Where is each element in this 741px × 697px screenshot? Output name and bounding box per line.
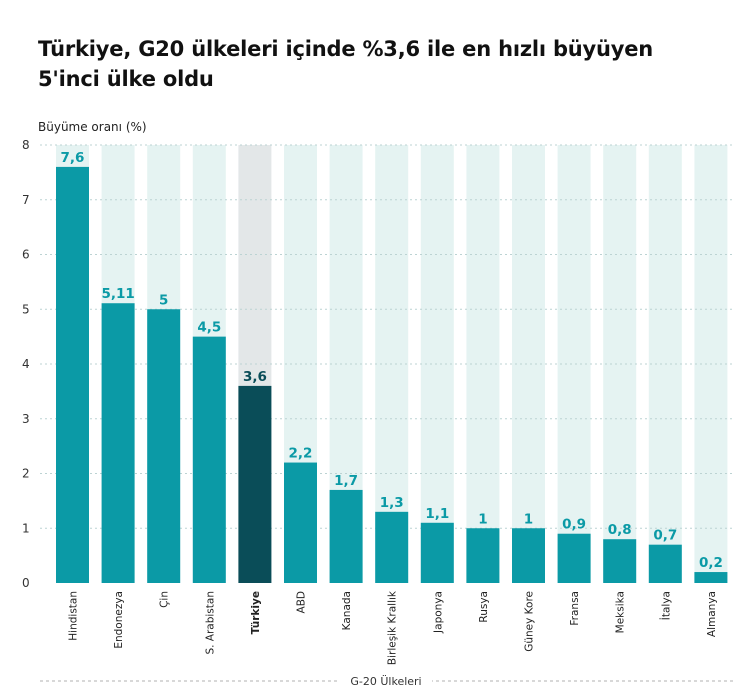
y-ticks: 0 1 2 3 4 5 6 7 8 [22,138,30,590]
category-label: Hindistan [68,591,80,641]
y-tick-label: 7 [22,193,30,207]
y-tick-label: 5 [22,302,30,316]
data-label: 0,2 [699,555,723,571]
bar [512,528,545,583]
category-label: Güney Kore [524,591,536,652]
data-label: 1 [524,511,533,527]
data-label: 0,7 [653,528,677,544]
bar [648,544,682,583]
category-label: Meksika [615,591,627,633]
y-tick-label: 3 [22,412,30,426]
data-label: 3,6 [243,369,267,385]
bar [375,511,409,583]
data-label: 5 [159,292,168,308]
chart-title: Türkiye, G20 ülkeleri içinde %3,6 ile en… [38,37,654,91]
category-label: Almanya [706,591,718,637]
category-label: Birleşik Krallık [387,590,399,665]
y-tick-label: 8 [22,138,30,152]
y-tick-label: 0 [22,576,30,590]
data-label: 1,3 [380,495,404,511]
data-label: 0,9 [562,517,586,533]
bars [56,166,728,583]
data-label: 0,8 [608,522,632,538]
value-labels: 7,6 5,11 5 4,5 3,6 2,2 1,7 1,3 1,1 1 1 0,9 0,8 0,7 0,2 [61,150,723,571]
category-label: S. Arabistan [204,591,216,655]
category-label: Türkiye [250,591,262,634]
data-label: 1 [478,511,487,527]
bar [420,522,454,583]
data-label: 5,11 [101,286,134,302]
data-label: 2,2 [289,446,313,462]
data-label: 4,5 [197,320,221,336]
data-label: 1,7 [334,473,358,489]
bar [192,336,226,583]
y-tick-label: 2 [22,467,30,481]
x-axis-label-bg [340,673,432,689]
column-background [512,145,545,583]
bar [284,462,317,583]
bar [147,309,181,583]
bar [238,385,272,583]
category-label: Japonya [432,591,444,634]
y-tick-label: 4 [22,357,30,371]
category-label: ABD [296,591,308,613]
data-label: 1,1 [425,506,449,522]
bar [694,572,728,583]
x-axis-label: G-20 Ülkeleri [350,675,421,688]
bar [56,166,89,583]
category-label: İtalya [659,591,672,620]
bar [603,539,637,583]
category-label: Rusya [478,591,490,623]
y-tick-label: 1 [22,521,30,535]
category-labels: Hindistan Endonezya Çin S. Arabistan Türkiye… [68,590,718,665]
category-label: Endonezya [113,591,125,649]
bar [101,303,135,583]
y-axis-label: Büyüme oranı (%) [38,120,147,134]
bar [557,533,591,583]
category-label: Fransa [569,591,581,626]
data-label: 7,6 [61,150,85,166]
bar [329,489,363,583]
category-label: Kanada [341,591,353,630]
bar [466,528,500,583]
y-tick-label: 6 [22,248,30,262]
category-label: Çin [159,591,171,608]
